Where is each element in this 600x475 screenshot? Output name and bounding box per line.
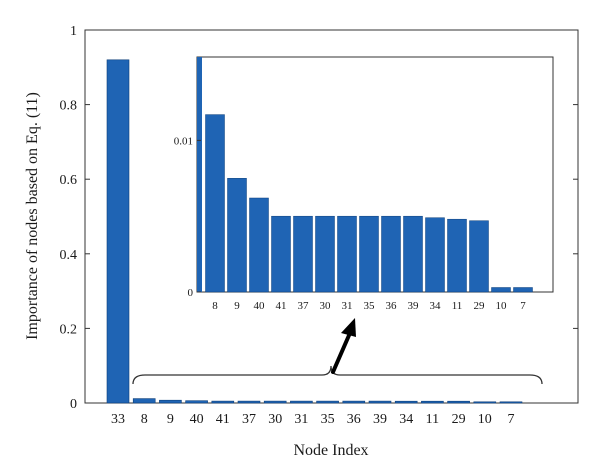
bar-node-29 — [447, 400, 470, 404]
y-tick-label: 0.4 — [60, 248, 78, 263]
inset-x-tick-label: 9 — [234, 300, 240, 312]
main-bars — [106, 59, 523, 404]
y-axis-title: Importance of nodes based on Eq. (11) — [24, 92, 41, 340]
bar-node-35 — [316, 400, 339, 404]
bar-node-37 — [237, 400, 261, 404]
inset-bar-node-29 — [469, 220, 489, 293]
inset-bar-node-36 — [381, 215, 401, 293]
inset-bar-node-31 — [337, 215, 357, 293]
inset-x-tick-label: 29 — [474, 300, 486, 312]
inset-bars — [197, 57, 533, 293]
inset-bar-node-9 — [227, 178, 247, 293]
x-tick-label: 31 — [294, 412, 308, 427]
x-tick-label: 10 — [478, 412, 492, 427]
y-tick-label: 0.8 — [60, 99, 78, 114]
x-tick-label: 35 — [321, 412, 335, 427]
grouping-brace — [132, 365, 543, 385]
bar-node-9 — [159, 399, 182, 404]
inset-x-tick-label: 39 — [408, 300, 420, 312]
inset-x-tick-label: 8 — [212, 300, 218, 312]
inset-bar-clipped — [197, 57, 202, 292]
inset-bar-node-40 — [249, 197, 269, 293]
x-tick-label: 36 — [347, 412, 361, 427]
inset-x-tick-label: 30 — [320, 300, 332, 312]
bar-node-39 — [368, 400, 392, 404]
x-tick-label: 29 — [452, 412, 466, 427]
x-tick-label: 34 — [399, 412, 413, 427]
bar-node-11 — [421, 400, 444, 404]
bar-node-7 — [499, 401, 523, 404]
inset-bar-node-41 — [271, 215, 291, 293]
inset-bar-node-37 — [293, 215, 313, 293]
x-tick-label: 9 — [167, 412, 174, 427]
y-tick-label: 0.6 — [60, 173, 78, 188]
bar-node-10 — [473, 401, 497, 404]
inset-bar-node-35 — [359, 215, 379, 293]
main-x-axis: 33 8 9 40 41 37 30 31 35 36 39 34 11 29 10 7 — [111, 412, 515, 427]
inset-x-axis: 8 9 40 41 37 30 31 35 36 39 34 11 29 10 7 — [212, 300, 526, 312]
bar-node-8 — [132, 398, 156, 404]
inset-bar-node-8 — [205, 114, 225, 293]
x-tick-label: 40 — [190, 412, 204, 427]
inset-x-tick-label: 7 — [520, 300, 526, 312]
bar-node-36 — [342, 400, 366, 404]
bar-node-34 — [394, 400, 418, 404]
bar-node-40 — [185, 400, 208, 404]
inset-x-tick-label: 11 — [452, 300, 463, 312]
inset-bar-node-34 — [425, 217, 445, 293]
bar-node-31 — [290, 400, 313, 404]
inset-x-tick-label: 36 — [386, 300, 398, 312]
zoom-arrow-icon — [331, 318, 356, 374]
x-tick-label: 37 — [242, 412, 256, 427]
x-tick-label: 11 — [426, 412, 439, 427]
inset-bar-node-39 — [403, 215, 423, 293]
inset-x-tick-label: 41 — [276, 300, 287, 312]
main-y-axis: 0 0.2 0.4 0.6 0.8 1 — [60, 24, 578, 412]
y-tick-label: 0 — [70, 397, 77, 412]
x-tick-label: 30 — [268, 412, 282, 427]
bar-node-33 — [106, 59, 130, 404]
x-tick-label: 39 — [373, 412, 387, 427]
bar-node-41 — [211, 400, 235, 404]
y-tick-label: 1 — [70, 24, 77, 39]
inset-y-axis: 00.01 — [174, 135, 201, 299]
inset-x-tick-label: 40 — [254, 300, 266, 312]
y-tick-label: 0.2 — [60, 322, 78, 337]
inset-bar-node-7 — [513, 287, 533, 293]
inset-x-tick-label: 37 — [298, 300, 310, 312]
inset-bar-node-11 — [447, 218, 467, 293]
inset-bar-node-30 — [315, 215, 335, 293]
x-tick-label: 33 — [111, 412, 125, 427]
inset-x-tick-label: 10 — [496, 300, 508, 312]
inset-x-tick-label: 31 — [342, 300, 353, 312]
x-axis-title: Node Index — [293, 442, 368, 459]
x-tick-label: 41 — [216, 412, 230, 427]
inset-x-tick-label: 35 — [364, 300, 376, 312]
inset-y-tick-label: 0 — [188, 287, 194, 299]
x-tick-label: 7 — [508, 412, 515, 427]
inset-y-tick-label: 0.01 — [174, 135, 193, 147]
x-tick-label: 8 — [141, 412, 148, 427]
bar-node-30 — [263, 400, 287, 404]
inset-x-tick-label: 34 — [430, 300, 442, 312]
inset-bar-node-10 — [491, 287, 511, 293]
